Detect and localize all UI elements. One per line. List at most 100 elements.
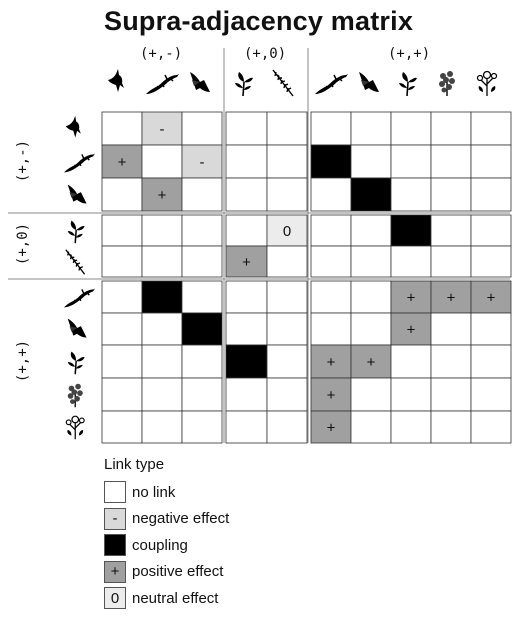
- matrix-cell-r1-c3: [181, 111, 223, 146]
- matrix-cell-r3-c3: [181, 177, 223, 212]
- legend-swatch: [104, 534, 126, 557]
- lizard-icon: [144, 66, 180, 107]
- matrix-cell-r8-c2: [141, 344, 183, 379]
- matrix-cell-r3-c9: [430, 177, 472, 212]
- matrix-cell-r3-c10: [470, 177, 512, 212]
- matrix-cell-r10-c6: [310, 410, 352, 444]
- diagram-title: Supra-adjacency matrix: [104, 6, 414, 36]
- matrix-cell-r5-c9: [430, 245, 472, 278]
- cell-symbol: +: [327, 354, 336, 371]
- legend-label: negative effect: [132, 510, 230, 528]
- legend-symbol: 0: [110, 589, 120, 607]
- cell-symbol: +: [367, 354, 376, 371]
- matrix-cell-r1-c6: [310, 111, 352, 146]
- cell-symbol: +: [118, 154, 127, 171]
- matrix-cell-r5-c6: [310, 245, 352, 278]
- matrix-cell-r8-c1: [101, 344, 143, 379]
- matrix-cell-r7-c7: [350, 312, 392, 346]
- flower-icon: [229, 66, 265, 107]
- bird-icon: [62, 113, 96, 150]
- matrix-cell-r8-c5: [266, 344, 308, 379]
- matrix-cell-r2-c10: [470, 144, 512, 179]
- matrix-cell-r10-c10: [470, 410, 512, 444]
- matrix-cell-r2-c3: [181, 144, 223, 179]
- matrix-cell-r2-c9: [430, 144, 472, 179]
- matrix-cell-r3-c5: [266, 177, 308, 212]
- matrix-cell-r7-c3: [181, 312, 223, 346]
- matrix-cell-r3-c4: [225, 177, 268, 212]
- matrix-cell-r10-c3: [181, 410, 223, 444]
- matrix-cell-r7-c1: [101, 312, 143, 346]
- legend-swatch: [104, 481, 126, 504]
- matrix-cell-r9-c8: [390, 377, 432, 412]
- matrix-cell-r3-c8: [390, 177, 432, 212]
- matrix-cell-r7-c6: [310, 312, 352, 346]
- lizard-icon: [62, 146, 96, 183]
- matrix-cell-r10-c7: [350, 410, 392, 444]
- matrix-cell-r10-c1: [101, 410, 143, 444]
- legend-item: 0 neutral effect: [104, 585, 229, 612]
- legend-item: coupling: [104, 532, 229, 559]
- legend-label: neutral effect: [132, 589, 219, 607]
- lizard-icon: [313, 66, 349, 107]
- matrix-cell-r6-c3: [181, 280, 223, 314]
- lizard-icon: [62, 281, 96, 318]
- matrix-cell-r6-c7: [350, 280, 392, 314]
- cell-symbol: +: [487, 290, 496, 307]
- matrix-cell-r1-c9: [430, 111, 472, 146]
- matrix-cell-r1-c8: [390, 111, 432, 146]
- matrix-cell-r2-c6: [310, 144, 352, 179]
- cell-symbol: +: [158, 187, 167, 204]
- column-group-label: (+,0): [244, 46, 287, 62]
- matrix-cell-r5-c10: [470, 245, 512, 278]
- matrix-cell-r8-c4: [225, 344, 268, 379]
- matrix-cell-r6-c5: [266, 280, 308, 314]
- legend-swatch: 0: [104, 587, 126, 610]
- matrix-cell-r10-c8: [390, 410, 432, 444]
- matrix-cell-r6-c10: [470, 280, 512, 314]
- matrix-cell-r7-c10: [470, 312, 512, 346]
- matrix-cell-r2-c4: [225, 144, 268, 179]
- grass-icon: [269, 66, 305, 107]
- legend-swatch: -: [104, 507, 126, 530]
- matrix-cell-r5-c1: [101, 245, 143, 278]
- matrix-cell-r4-c2: [141, 214, 183, 247]
- matrix-cell-r5-c7: [350, 245, 392, 278]
- wildflower-icon: [62, 411, 96, 448]
- matrix-cell-r4-c8: [390, 214, 432, 247]
- matrix-cell-r3-c6: [310, 177, 352, 212]
- matrix-cell-r9-c1: [101, 377, 143, 412]
- cell-symbol: +: [447, 290, 456, 307]
- legend-symbol: +: [110, 563, 120, 581]
- matrix-cell-r5-c8: [390, 245, 432, 278]
- matrix-cell-r9-c7: [350, 377, 392, 412]
- matrix-cell-r4-c4: [225, 214, 268, 247]
- matrix-cell-r1-c10: [470, 111, 512, 146]
- legend-swatch: +: [104, 560, 126, 583]
- matrix-cell-r3-c7: [350, 177, 392, 212]
- matrix-cell-r2-c5: [266, 144, 308, 179]
- flower-icon: [62, 346, 96, 383]
- legend-label: positive effect: [132, 563, 224, 581]
- matrix-cell-r9-c5: [266, 377, 308, 412]
- matrix-cell-r10-c9: [430, 410, 472, 444]
- cell-symbol: 0: [283, 223, 291, 240]
- matrix-cell-r7-c9: [430, 312, 472, 346]
- matrix-cell-r2-c1: [101, 144, 143, 179]
- legend-title: Link type: [104, 456, 165, 473]
- matrix-cell-r5-c2: [141, 245, 183, 278]
- cell-symbol: +: [407, 322, 416, 339]
- flower-icon: [393, 66, 429, 107]
- matrix-cell-r7-c4: [225, 312, 268, 346]
- matrix-cell-r4-c10: [470, 214, 512, 247]
- matrix-cell-r2-c2: [141, 144, 183, 179]
- fly-icon: [353, 66, 389, 107]
- grass-icon: [62, 246, 96, 283]
- legend-symbol: -: [112, 510, 118, 528]
- matrix-cell-r6-c1: [101, 280, 143, 314]
- matrix-cell-r3-c1: [101, 177, 143, 212]
- matrix-cell-r5-c3: [181, 245, 223, 278]
- matrix-cell-r8-c9: [430, 344, 472, 379]
- wildflower-icon: [473, 66, 509, 107]
